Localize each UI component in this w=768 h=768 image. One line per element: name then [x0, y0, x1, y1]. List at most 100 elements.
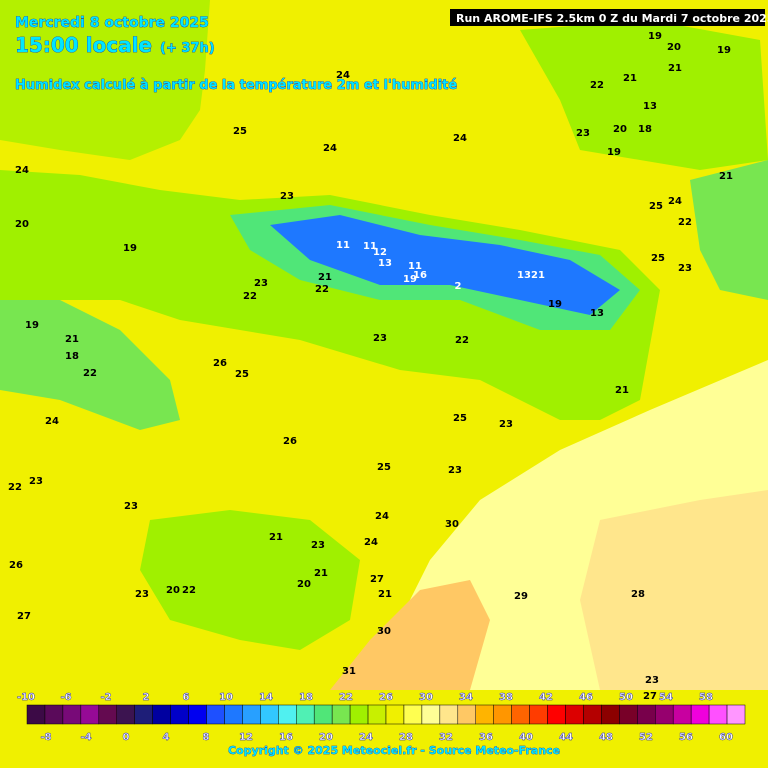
colorbar-swatch: [170, 704, 189, 725]
colorbar-swatch: [708, 704, 728, 725]
run-box: [450, 9, 765, 26]
date: Mercredi 8 octobre 2025: [15, 15, 209, 31]
contour-label: 19: [648, 31, 662, 42]
colorbar-label: 36: [479, 732, 493, 743]
contour-label: 24: [375, 511, 389, 522]
contour-label: 11: [408, 261, 422, 272]
contour-label: 22: [182, 585, 196, 596]
contour-label: 31: [342, 666, 356, 677]
colorbar-swatch: [188, 704, 207, 725]
contour-label: 24: [45, 416, 59, 427]
colorbar-swatch: [278, 704, 297, 725]
colorbar-label: 14: [259, 692, 273, 703]
colorbar-label: 46: [579, 692, 593, 703]
colorbar-swatch: [44, 704, 64, 725]
colorbar-swatch: [80, 704, 100, 725]
colorbar-swatch: [152, 704, 171, 725]
contour-label: 22: [455, 335, 469, 346]
colorbar-swatch: [672, 704, 692, 725]
colorbar-swatch: [296, 704, 315, 725]
contour-label: 23: [499, 419, 513, 430]
colorbar-swatch: [493, 704, 512, 725]
colorbar-swatch: [655, 704, 674, 725]
contour-label: 19: [548, 299, 562, 310]
colorbar-label: 52: [639, 732, 653, 743]
colorbar-swatch: [619, 704, 638, 725]
colorbar-swatch: [260, 704, 279, 725]
contour-label: 23: [448, 465, 462, 476]
colorbar-swatch: [583, 704, 602, 725]
description: Humidex calculé à partir de la températu…: [15, 78, 457, 93]
colorbar-swatch: [529, 704, 548, 725]
colorbar-swatch: [349, 704, 369, 725]
contour-label: 25: [233, 126, 247, 137]
contour-label: 21: [623, 73, 637, 84]
contour-label: 21: [318, 272, 332, 283]
contour-label: 23: [678, 263, 692, 274]
contour-label: 21: [314, 568, 328, 579]
time: 15:00 locale: [15, 33, 152, 57]
colorbar-swatch: [313, 704, 333, 725]
contour-label: 21: [269, 532, 283, 543]
colorbar-label: 16: [279, 732, 293, 743]
contour-label: 21: [668, 63, 682, 74]
sea-warm: [330, 580, 490, 690]
contour-label: 25: [651, 253, 665, 264]
contour-label: 23: [124, 501, 138, 512]
colorbar-label: 48: [599, 732, 613, 743]
colorbar-label: 6: [183, 692, 190, 703]
colorbar-label: 58: [699, 692, 713, 703]
contour-label: 24: [453, 133, 467, 144]
contour-label: 19: [607, 147, 621, 158]
contour-label: 18: [638, 124, 652, 135]
colorbar-label: -2: [100, 692, 111, 703]
colorbar-label: 4: [163, 732, 170, 743]
colorbar-label: 42: [539, 692, 553, 703]
colorbar-swatch: [511, 704, 530, 725]
lead-time: (+ 37h): [160, 41, 215, 56]
contour-label: 30: [377, 626, 391, 637]
contour-label: 22: [8, 482, 22, 493]
contour-label: 23: [135, 589, 149, 600]
green-pyrenees: [0, 170, 660, 420]
colorbar-label: -8: [40, 732, 51, 743]
contour-label: 25: [453, 413, 467, 424]
legend-background: [0, 690, 768, 768]
contour-label: 25: [235, 369, 249, 380]
colorbar-label: -6: [60, 692, 71, 703]
colorbar-label: 12: [239, 732, 253, 743]
colorbar-swatch: [206, 704, 225, 725]
contour-label: 22: [315, 284, 329, 295]
colorbar-label: 18: [299, 692, 313, 703]
colorbar-label: -4: [80, 732, 91, 743]
colorbar-label: 40: [519, 732, 533, 743]
contour-label: 21: [378, 589, 392, 600]
contour-label: 21: [615, 385, 629, 396]
contour-label: 24: [336, 70, 350, 81]
contour-label: 20: [667, 42, 681, 53]
colorbar-swatch: [403, 704, 423, 725]
contour-label: 19: [123, 243, 137, 254]
contour-label: 27: [17, 611, 31, 622]
colorbar-swatch: [726, 704, 746, 725]
contour-label: 22: [83, 368, 97, 379]
colorbar-swatch: [331, 704, 351, 725]
colorbar-label: 26: [379, 692, 393, 703]
colorbar-label: 28: [399, 732, 413, 743]
colorbar-swatch: [98, 704, 118, 725]
contour-label: 26: [213, 358, 227, 369]
contour-label: 30: [445, 519, 459, 530]
colorbar-swatch: [637, 704, 656, 725]
colorbar-label: 54: [659, 692, 673, 703]
contour-label: 2: [455, 281, 462, 292]
colorbar-swatch: [457, 704, 476, 725]
colorbar-label: 56: [679, 732, 693, 743]
contour-label: 11: [363, 241, 377, 252]
colorbar-label: 38: [499, 692, 513, 703]
colorbar-swatch: [26, 704, 46, 725]
contour-label: 28: [631, 589, 645, 600]
colorbar-label: 24: [359, 732, 373, 743]
colorbar-swatch: [439, 704, 459, 725]
